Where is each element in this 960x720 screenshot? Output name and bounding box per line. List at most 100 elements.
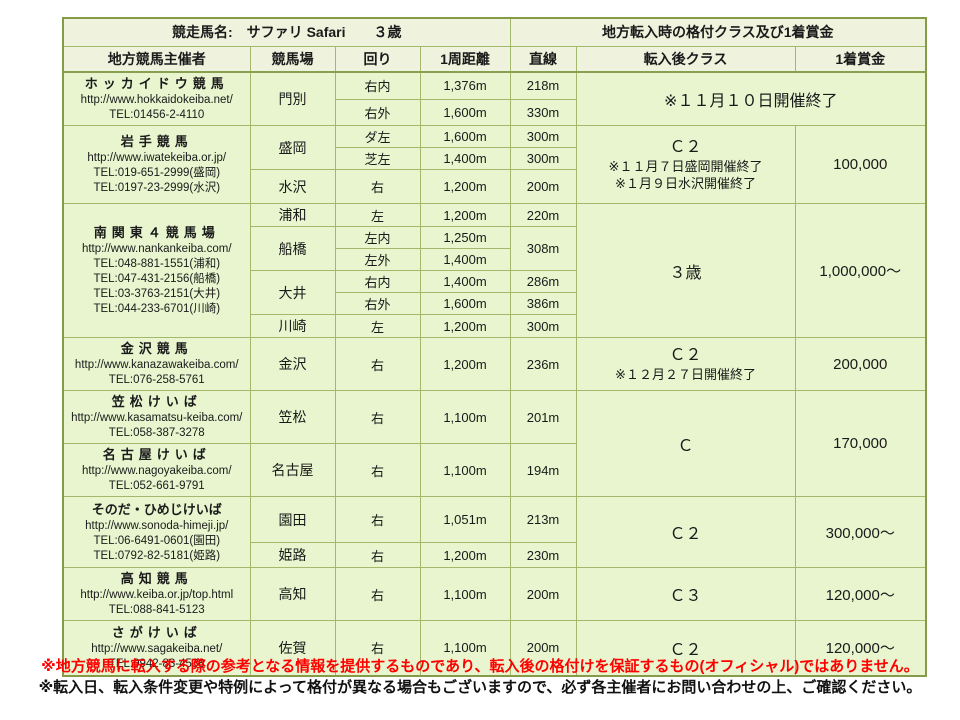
class-cell: Ｃ２ ※１２月２７日開催終了	[575, 337, 796, 391]
racecourse-cell: 大井	[249, 270, 336, 315]
organizer-name: さがけいば	[111, 624, 202, 640]
straight-cell: 213m	[509, 496, 577, 543]
organizer-url: http://www.iwatekeiba.or.jp/	[87, 152, 227, 164]
prize-cell: 1,000,000～	[794, 203, 927, 338]
racecourse-cell: 門別	[249, 71, 336, 126]
organizer-name: ホッカイドウ競馬	[84, 76, 229, 91]
organizer-cell-iwate: 岩手競馬 http://www.iwatekeiba.or.jp/ TEL:01…	[62, 125, 251, 204]
straight-cell: 230m	[509, 542, 577, 568]
turn-cell: 右外	[334, 292, 421, 315]
lap-cell: 1,400m	[419, 147, 511, 170]
turn-cell: 左	[334, 203, 421, 227]
racecourse-cell: 園田	[249, 496, 336, 543]
lap-cell: 1,200m	[419, 169, 511, 204]
lap-cell: 1,200m	[419, 542, 511, 568]
organizer-tel: TEL:0792-82-5181(姫路)	[93, 549, 221, 562]
turn-cell: 左内	[334, 226, 421, 249]
straight-cell: 308m	[509, 226, 577, 271]
organizer-tel: TEL:044-233-6701(川崎)	[93, 303, 221, 315]
column-header-row: 地方競馬主催者 競馬場 回り 1周距離 直線 転入後クラス 1着賞金	[62, 45, 927, 73]
disclaimer-note-red: ※地方競馬に転入する際の参考となる情報を提供するものであり、転入後の格付けを保証…	[41, 658, 919, 675]
straight-cell: 330m	[509, 98, 577, 127]
prize-cell: 170,000	[794, 390, 927, 497]
col-header-organizer: 地方競馬主催者	[62, 45, 251, 73]
class-cell: ３歳	[575, 203, 796, 338]
table-row: 金沢競馬 http://www.kanazawakeiba.com/ TEL:0…	[62, 337, 927, 391]
organizer-cell-saga: さがけいば http://www.sagakeiba.net/ TEL:0942…	[62, 620, 251, 676]
organizer-cell-hokkaido: ホッカイドウ競馬 http://www.hokkaidokeiba.net/ T…	[62, 71, 251, 126]
lap-cell: 1,600m	[419, 98, 511, 127]
racecourse-cell: 川崎	[249, 314, 336, 338]
grading-table: 競走馬名: サファリ Safari ３歳 地方転入時の格付クラス及び1着賞金 地…	[62, 17, 927, 677]
table-row: 大井 右内 1,400m 286m	[63, 270, 926, 315]
organizer-tel: TEL:019-651-2999(盛岡)	[93, 167, 221, 179]
col-header-class-after-transfer: 転入後クラス	[575, 45, 796, 73]
straight-cell: 200m	[509, 567, 577, 621]
turn-cell: 右	[334, 496, 421, 543]
race-transfer-table: 競走馬名: サファリ Safari ３歳 地方転入時の格付クラス及び1着賞金 地…	[62, 17, 927, 677]
class-cell: Ｃ２	[575, 496, 796, 568]
racecourse-cell: 笠松	[249, 390, 336, 444]
class-note: ※１１月７日盛岡開催終了	[608, 158, 763, 174]
lap-cell: 1,400m	[419, 270, 511, 293]
class-note: ※１月９日水沢開催終了	[615, 175, 756, 191]
racecourse-cell: 佐賀	[249, 620, 336, 676]
lap-cell: 1,100m	[419, 390, 511, 444]
disclaimer-note-black: ※転入日、転入条件変更や特例によって格付が異なる場合もございますので、必ず各主催…	[38, 679, 922, 696]
turn-cell: 右	[334, 542, 421, 568]
grading-section-title: 地方転入時の格付クラス及び1着賞金	[509, 17, 927, 47]
col-header-lap-distance: 1周距離	[419, 45, 511, 73]
organizer-cell-kanazawa: 金沢競馬 http://www.kanazawakeiba.com/ TEL:0…	[62, 337, 251, 391]
organizer-tel: TEL:047-431-2156(船橋)	[93, 273, 221, 285]
turn-cell: ダ左	[334, 125, 421, 148]
table-row: 名古屋けいば http://www.nagoyakeiba.com/ TEL:0…	[62, 443, 926, 497]
class-value: Ｃ２	[669, 138, 702, 156]
organizer-name: 名古屋けいば	[102, 447, 211, 462]
organizer-tel: TEL:048-881-1551(浦和)	[93, 258, 221, 270]
class-cell: Ｃ	[575, 390, 796, 497]
organizer-url: http://www.hokkaidokeiba.net/	[80, 94, 233, 106]
lap-cell: 1,200m	[419, 314, 511, 338]
racecourse-cell: 名古屋	[249, 443, 336, 497]
col-header-turn: 回り	[334, 45, 421, 73]
table-row: 岩手競馬 http://www.iwatekeiba.or.jp/ TEL:01…	[62, 125, 927, 204]
table-row: 船橋 左内 1,250m 308m	[63, 226, 926, 271]
organizer-tel: TEL:088-841-5123	[108, 604, 205, 616]
table-row: 左外 1,400m	[63, 248, 926, 271]
lap-cell: 1,100m	[419, 443, 511, 497]
organizer-tel: TEL:0197-23-2999(水沢)	[93, 182, 221, 194]
racecourse-cell: 浦和	[249, 203, 336, 227]
turn-cell: 右	[334, 169, 421, 204]
class-note: ※１２月２７日開催終了	[615, 366, 756, 382]
turn-cell: 右内	[334, 71, 421, 100]
racecourse-cell: 金沢	[249, 337, 336, 391]
title-row: 競走馬名: サファリ Safari ３歳 地方転入時の格付クラス及び1着賞金	[62, 17, 927, 47]
table-row: さがけいば http://www.sagakeiba.net/ TEL:0942…	[62, 620, 927, 676]
organizer-tel: TEL:06-6491-0601(園田)	[93, 534, 221, 547]
straight-cell: 236m	[509, 337, 577, 391]
table-row: 笠松けいば http://www.kasamatsu-keiba.com/ TE…	[62, 390, 927, 497]
organizer-name: そのだ・ひめじけいば	[91, 501, 222, 517]
straight-cell: 220m	[509, 203, 577, 227]
organizer-tel: TEL:03-3763-2151(大井)	[93, 288, 221, 300]
turn-cell: 右	[334, 443, 421, 497]
lap-cell: 1,600m	[419, 292, 511, 315]
prize-cell: 300,000～	[794, 496, 927, 568]
organizer-name: 笠松けいば	[111, 394, 202, 409]
organizer-name: 高知競馬	[120, 571, 193, 586]
turn-cell: 右	[334, 567, 421, 621]
racecourse-cell: 盛岡	[249, 125, 336, 170]
straight-cell: 386m	[509, 292, 577, 315]
organizer-url: http://www.keiba.or.jp/top.html	[80, 589, 234, 601]
lap-cell: 1,376m	[419, 71, 511, 100]
organizer-url: http://www.kanazawakeiba.com/	[74, 359, 239, 371]
turn-cell: 右内	[334, 270, 421, 293]
table-row: 南関東４競馬場 http://www.nankankeiba.com/ TEL:…	[62, 203, 927, 338]
straight-cell: 200m	[509, 620, 577, 676]
organizer-cell-nankan: 南関東４競馬場 http://www.nankankeiba.com/ TEL:…	[62, 203, 251, 338]
table-row: 右外 1,600m 386m	[63, 292, 926, 315]
prize-cell: 120,000～	[794, 620, 927, 676]
class-cell: ※１１月１０日開催終了	[575, 71, 927, 126]
table-row: ホッカイドウ競馬 http://www.hokkaidokeiba.net/ T…	[62, 71, 927, 126]
racecourse-cell: 水沢	[249, 169, 336, 204]
